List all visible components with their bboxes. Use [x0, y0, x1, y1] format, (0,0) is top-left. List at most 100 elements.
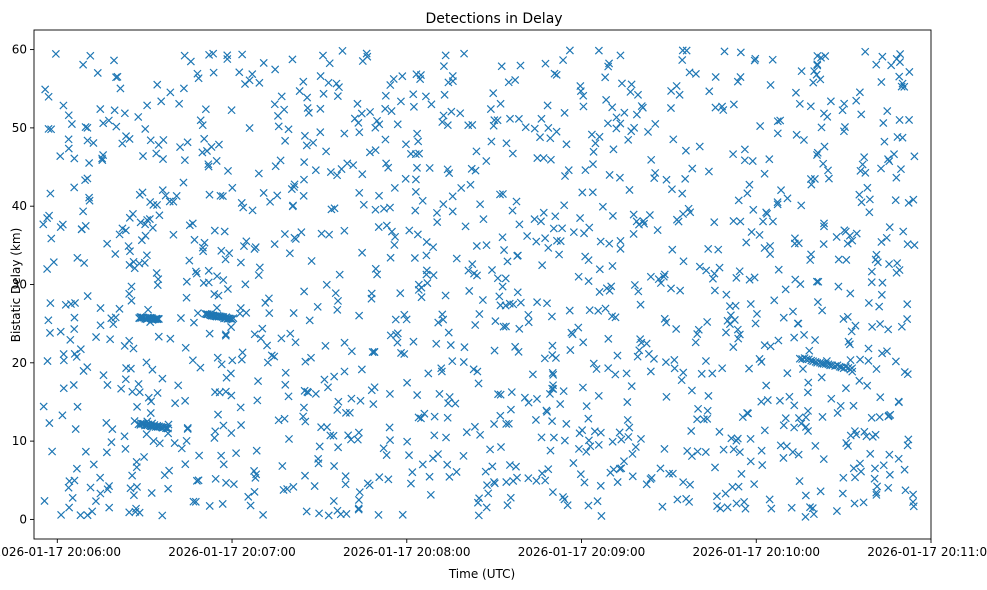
- data-point: [877, 237, 886, 247]
- data-point: [694, 325, 703, 334]
- data-point: [373, 270, 382, 279]
- data-point: [855, 459, 865, 468]
- data-point: [719, 445, 728, 454]
- data-point: [421, 92, 430, 101]
- data-point: [67, 120, 76, 129]
- data-point: [341, 480, 350, 489]
- x-tick-label: 2026-01-17 20:06:00: [0, 545, 121, 559]
- data-point: [429, 271, 438, 280]
- data-point: [669, 135, 678, 144]
- data-point: [615, 464, 624, 473]
- data-point: [73, 402, 82, 411]
- data-point: [763, 396, 772, 405]
- data-point: [564, 166, 573, 175]
- data-point: [423, 279, 432, 288]
- data-point: [176, 314, 185, 323]
- data-point: [314, 454, 323, 463]
- data-point: [509, 300, 518, 309]
- data-point: [447, 107, 456, 116]
- data-point: [535, 133, 545, 142]
- data-point: [552, 236, 561, 245]
- data-point: [544, 123, 553, 132]
- data-point: [300, 386, 309, 395]
- data-point: [506, 405, 515, 414]
- data-point: [57, 510, 66, 519]
- data-point: [255, 78, 264, 87]
- data-point: [102, 448, 111, 457]
- data-point: [165, 197, 174, 206]
- data-point: [259, 58, 268, 67]
- data-point: [622, 369, 631, 378]
- data-point: [611, 313, 620, 322]
- data-point: [708, 274, 717, 283]
- data-point: [604, 364, 613, 373]
- y-axis: 0 10 20 30 40 50 60: [12, 43, 34, 526]
- data-point: [194, 74, 203, 83]
- data-point: [838, 489, 847, 498]
- data-point: [840, 123, 849, 132]
- data-point: [595, 287, 604, 296]
- data-point: [666, 284, 676, 293]
- data-point: [221, 255, 230, 264]
- data-point: [848, 364, 857, 373]
- data-point: [624, 432, 633, 442]
- data-point: [179, 84, 188, 93]
- data-point: [660, 270, 669, 279]
- data-point: [875, 413, 884, 422]
- data-point: [616, 51, 625, 60]
- data-point: [817, 373, 826, 382]
- data-point: [579, 91, 588, 100]
- data-point: [259, 510, 268, 519]
- data-point: [910, 152, 919, 161]
- data-point: [524, 310, 533, 319]
- data-point: [615, 173, 624, 182]
- data-point: [102, 418, 111, 427]
- data-point: [83, 174, 92, 183]
- data-point: [676, 286, 685, 295]
- data-point: [382, 221, 391, 230]
- data-point: [732, 273, 741, 282]
- data-point: [743, 189, 752, 198]
- data-point: [877, 290, 886, 299]
- data-point: [155, 211, 164, 220]
- data-point: [558, 492, 568, 502]
- data-point: [712, 492, 721, 501]
- data-point: [212, 156, 221, 165]
- data-point: [542, 299, 552, 308]
- data-point: [703, 406, 712, 415]
- data-point: [827, 394, 836, 403]
- data-point: [501, 322, 511, 331]
- data-point: [325, 230, 334, 239]
- data-point: [451, 399, 460, 408]
- data-point: [647, 473, 656, 482]
- data-point: [616, 236, 625, 245]
- data-point: [678, 46, 687, 55]
- data-point: [512, 197, 521, 206]
- data-point: [426, 490, 435, 499]
- data-point: [549, 370, 558, 379]
- data-point: [188, 219, 197, 228]
- data-point: [341, 472, 350, 481]
- data-point: [790, 333, 799, 342]
- data-point: [852, 229, 861, 238]
- data-point: [232, 449, 241, 458]
- data-point: [794, 450, 803, 459]
- data-point: [307, 256, 316, 266]
- data-point: [320, 375, 329, 384]
- data-point: [124, 242, 133, 251]
- data-point: [390, 183, 399, 192]
- data-point: [204, 278, 213, 287]
- data-point: [205, 190, 214, 199]
- data-point: [382, 451, 391, 460]
- data-point: [905, 115, 914, 124]
- data-point: [800, 330, 809, 339]
- data-point: [904, 198, 913, 207]
- data-point: [384, 163, 393, 172]
- data-point: [542, 407, 552, 416]
- data-point: [212, 303, 221, 312]
- data-point: [560, 201, 569, 210]
- data-point: [215, 388, 224, 397]
- data-point: [373, 116, 382, 125]
- data-point: [468, 260, 477, 269]
- data-point: [846, 289, 855, 298]
